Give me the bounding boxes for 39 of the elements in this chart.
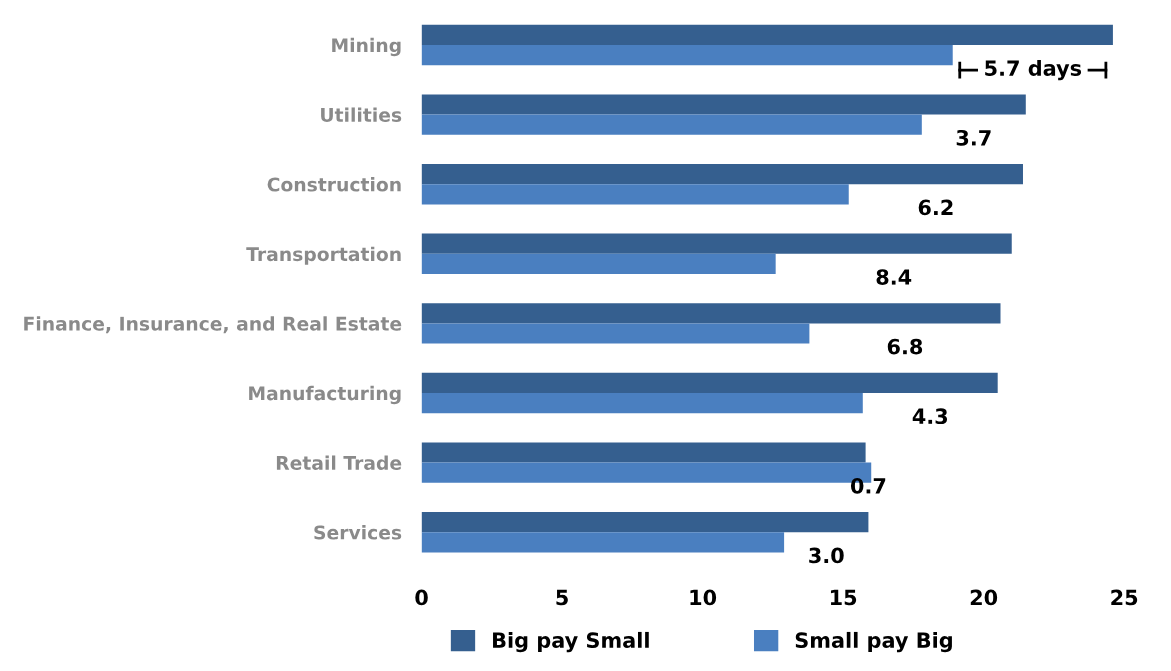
y-tick-label: Transportation [246, 246, 401, 265]
bar [421, 233, 1012, 254]
x-tick-label: 25 [1111, 589, 1138, 606]
bar [421, 114, 922, 135]
x-tick-label: 5 [556, 589, 568, 606]
annotation: 4.3 [912, 408, 948, 425]
bar [421, 303, 1001, 324]
y-tick-label: Utilities [321, 107, 402, 122]
x-tick-label: 15 [830, 589, 857, 606]
y-tick-label: Manufacturing [249, 385, 401, 405]
bar [421, 184, 849, 205]
annotation: 8.4 [876, 269, 912, 285]
x-tick-label: 20 [970, 589, 998, 606]
y-tick-label: Finance, Insurance, and Real Estate [24, 316, 402, 334]
annotation: 3.0 [809, 547, 844, 564]
x-tick-label: 0 [415, 589, 428, 606]
bar [421, 24, 1113, 45]
bar [421, 512, 869, 533]
bar [421, 532, 785, 553]
annotation: 6.8 [887, 338, 923, 355]
annotation: 6.2 [918, 199, 953, 216]
annotation: 5.7 days [985, 59, 1082, 81]
bar [421, 94, 1026, 115]
y-tick-label: Services [314, 525, 402, 540]
annotation: 3.7 [956, 129, 991, 146]
legend-label: Small pay Big [795, 631, 952, 653]
y-tick-label: Mining [332, 37, 401, 57]
bar [421, 164, 1023, 185]
y-tick-label: Construction [267, 177, 401, 192]
bar [421, 253, 776, 274]
y-tick-label: Retail Trade [276, 455, 402, 470]
legend-label: Big pay Small [493, 631, 649, 653]
bar [421, 392, 863, 414]
bar [421, 44, 953, 66]
x-tick-label: 10 [690, 589, 717, 606]
bar [421, 323, 810, 344]
bar [421, 372, 998, 393]
bar [421, 442, 866, 463]
annotation: 0.7 [850, 477, 886, 494]
